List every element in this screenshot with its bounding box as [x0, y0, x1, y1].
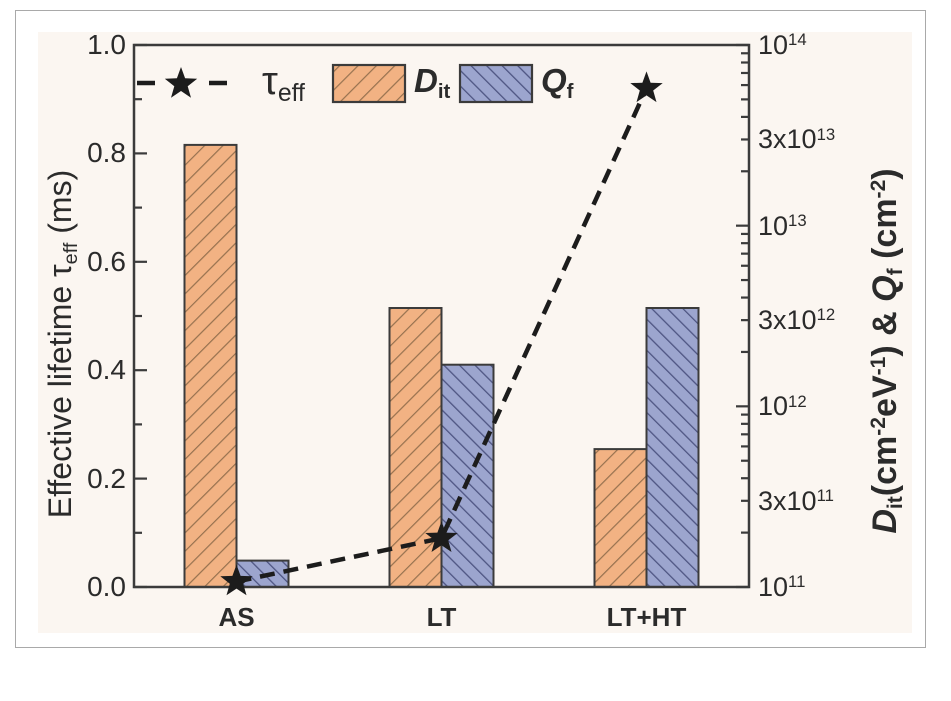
right-tick-base: 10: [758, 572, 789, 602]
legend-swatch-qf: [458, 63, 534, 104]
right-tick-exponent: 14: [788, 30, 807, 50]
right-tick-label: 3x1011: [758, 485, 834, 517]
left-tick-label: 0.0: [87, 571, 126, 602]
category-label-AS: AS: [218, 602, 255, 632]
right-tick-base: 10: [758, 30, 789, 60]
legend-label-qf: Qf: [541, 60, 574, 104]
tau-star-marker-LT: [425, 521, 458, 552]
rich-text-segment: eff: [59, 242, 82, 265]
rich-text-segment: -2: [867, 179, 891, 199]
right-tick-exponent: 12: [816, 305, 836, 325]
right-tick-base: 10: [758, 210, 789, 241]
right-tick-base: 10: [758, 391, 789, 422]
left-tick-label: 0.6: [87, 245, 126, 277]
legend-label-tau-eff: τeff: [262, 58, 305, 108]
right-tick-label: 1012: [758, 390, 807, 422]
right-axis-title: Dit(cm-2eV-1) & Qf (cm-2): [862, 1, 908, 701]
right-tick-base: 3x10: [758, 124, 817, 155]
rich-text-segment: -2: [867, 416, 891, 436]
rich-text-segment: eff: [277, 80, 305, 108]
tau-star-marker-LT+HT: [630, 71, 663, 103]
right-tick-base: 3x10: [758, 485, 817, 516]
legend-swatch-dit: [331, 63, 407, 104]
rich-text-segment: Effective lifetime τ: [42, 264, 78, 519]
dit-bar-AS: [183, 143, 238, 588]
rich-text-segment: D: [414, 62, 438, 99]
legend-star-icon: [164, 67, 198, 98]
right-tick-label: 1014: [758, 29, 807, 61]
tau-star-marker-AS: [220, 564, 253, 596]
right-tick-exponent: 13: [816, 124, 836, 144]
right-tick-label: 1011: [758, 571, 805, 603]
dit-bar-LT+HT: [593, 448, 648, 588]
rich-text-segment: Q: [541, 62, 567, 99]
rich-text-segment: Q: [866, 275, 904, 302]
tau-eff-dashed-line: [236, 87, 649, 584]
qf-bar-LT+HT: [645, 307, 700, 588]
right-tick-label: 1013: [758, 210, 807, 242]
right-tick-label: 3x1012: [758, 304, 835, 336]
rich-text-segment: D: [866, 509, 904, 534]
rich-text-segment: -1: [867, 356, 891, 376]
left-tick-label: 0.8: [87, 137, 126, 169]
rich-text-segment: (cm: [866, 198, 904, 269]
rich-text-segment: (ms): [42, 169, 78, 243]
rich-text-segment: (cm: [866, 435, 904, 497]
right-tick-base: 3x10: [758, 305, 817, 336]
left-tick-label: 0.4: [87, 354, 126, 386]
category-label-LT: LT: [426, 602, 457, 632]
left-tick-label: 0.2: [87, 462, 126, 494]
rich-text-segment: τ: [262, 59, 278, 103]
rich-text-segment: it: [884, 496, 908, 510]
rich-text-segment: ): [866, 168, 904, 180]
left-axis-title: Effective lifetime τeff (ms): [39, 44, 82, 644]
chart-canvas: [132, 43, 751, 596]
right-tick-exponent: 13: [788, 210, 807, 230]
category-label-LT+HT: LT+HT: [606, 602, 687, 632]
right-tick-exponent: 11: [788, 572, 806, 592]
rich-text-segment: f: [884, 268, 908, 276]
right-tick-label: 3x1013: [758, 123, 835, 155]
rich-text-segment: it: [437, 80, 451, 104]
right-tick-exponent: 12: [788, 391, 807, 411]
rich-text-segment: eV: [866, 375, 904, 417]
left-tick-label: 1.0: [87, 29, 126, 60]
rich-text-segment: ) &: [866, 301, 904, 357]
right-tick-exponent: 11: [816, 486, 834, 506]
rich-text-segment: f: [566, 80, 574, 104]
legend-label-dit: Dit: [414, 60, 451, 104]
